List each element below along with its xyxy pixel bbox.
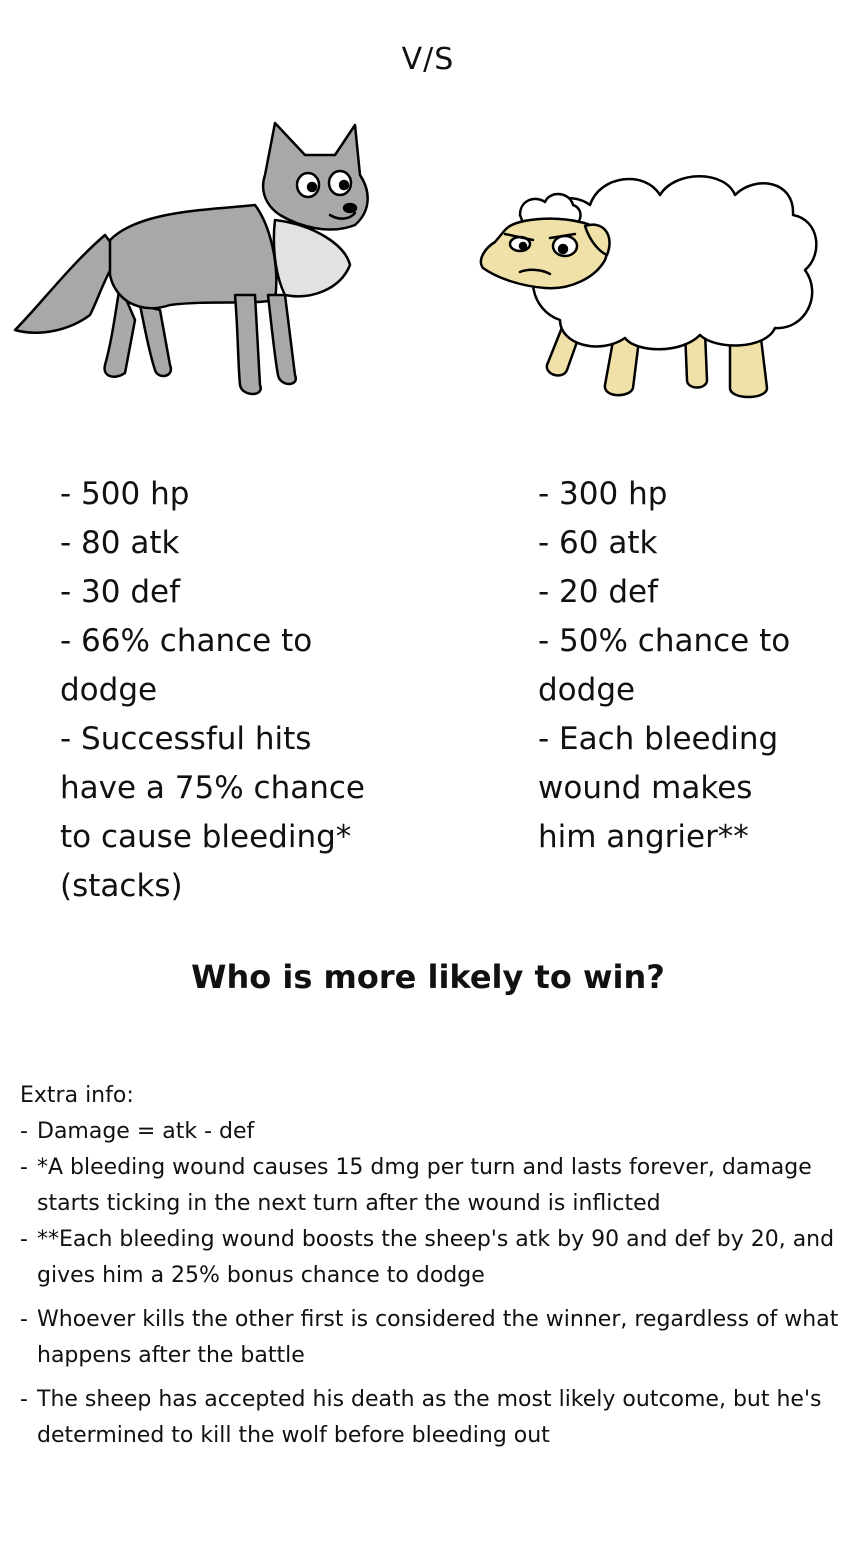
versus-title: V/S <box>401 42 455 77</box>
extra-info-item: - Whoever kills the other first is consi… <box>20 1302 850 1374</box>
wolf-back-leg-2 <box>138 303 173 378</box>
wolf-nose <box>342 202 358 214</box>
sheep-stat-line: - 20 def <box>538 574 659 610</box>
sheep-stats: - 300 hp - 60 atk - 20 def - 50% chance … <box>538 470 838 862</box>
wolf-stat-line: to cause bleeding* <box>60 819 352 855</box>
wolf-back-leg <box>103 283 137 378</box>
extra-info-item: - Damage = atk - def <box>20 1114 850 1150</box>
sheep-wool <box>530 175 818 351</box>
extra-info-item: - The sheep has accepted his death as th… <box>20 1382 850 1454</box>
extra-info-text: The sheep has accepted his death as the … <box>37 1387 822 1448</box>
bullet-dash: - <box>20 1155 28 1180</box>
wolf-illustration <box>13 121 369 396</box>
sheep-illustration <box>479 175 818 399</box>
bullet-dash: - <box>20 1227 28 1252</box>
sheep-leg-4 <box>728 328 769 399</box>
wolf-front-leg-2 <box>266 293 298 386</box>
sheep-stat-line: - 50% chance to <box>538 623 791 659</box>
wolf-stat-line: - 66% chance to <box>60 623 313 659</box>
extra-info-text: **Each bleeding wound boosts the sheep's… <box>37 1227 835 1288</box>
wolf-stat-line: - 500 hp <box>60 476 190 512</box>
wolf-front-leg <box>233 293 262 396</box>
sheep-stat-line: - Each bleeding <box>538 721 779 757</box>
wolf-chest <box>272 218 352 298</box>
sheep-stat-line: dodge <box>538 672 636 708</box>
question-heading: Who is more likely to win? <box>191 958 665 996</box>
sheep-stat-line: - 60 atk <box>538 525 658 561</box>
extra-info-item: - *A bleeding wound causes 15 dmg per tu… <box>20 1150 850 1222</box>
wolf-stat-line: dodge <box>60 672 158 708</box>
extra-info-text: *A bleeding wound causes 15 dmg per turn… <box>37 1155 812 1216</box>
wolf-stat-line: - 30 def <box>60 574 181 610</box>
sheep-leg-3 <box>683 328 709 389</box>
extra-info-heading: Extra info: <box>20 1083 134 1108</box>
extra-info-text: Whoever kills the other first is conside… <box>37 1307 839 1368</box>
wolf-stats: - 500 hp - 80 atk - 30 def - 66% chance … <box>60 470 390 911</box>
sheep-stat-line: him angrier** <box>538 819 749 855</box>
bullet-dash: - <box>20 1387 28 1412</box>
sheep-stat-line: - 300 hp <box>538 476 668 512</box>
sheep-ear <box>583 223 611 257</box>
sheep-stat-line: wound makes <box>538 770 753 806</box>
wolf-stat-line: have a 75% chance <box>60 770 365 806</box>
extra-info-text: Damage = atk - def <box>37 1119 255 1144</box>
sheep-leg-2 <box>603 328 642 397</box>
wolf-stat-line: - 80 atk <box>60 525 180 561</box>
wolf-stat-line: (stacks) <box>60 868 183 904</box>
bullet-dash: - <box>20 1307 28 1332</box>
wolf-tail <box>13 233 122 334</box>
extra-info-item: - **Each bleeding wound boosts the sheep… <box>20 1222 850 1294</box>
wolf-body <box>108 203 278 310</box>
extra-info: Extra info: - Damage = atk - def - *A bl… <box>20 1078 850 1454</box>
wolf-stat-line: - Successful hits <box>60 721 312 757</box>
bullet-dash: - <box>20 1119 28 1144</box>
